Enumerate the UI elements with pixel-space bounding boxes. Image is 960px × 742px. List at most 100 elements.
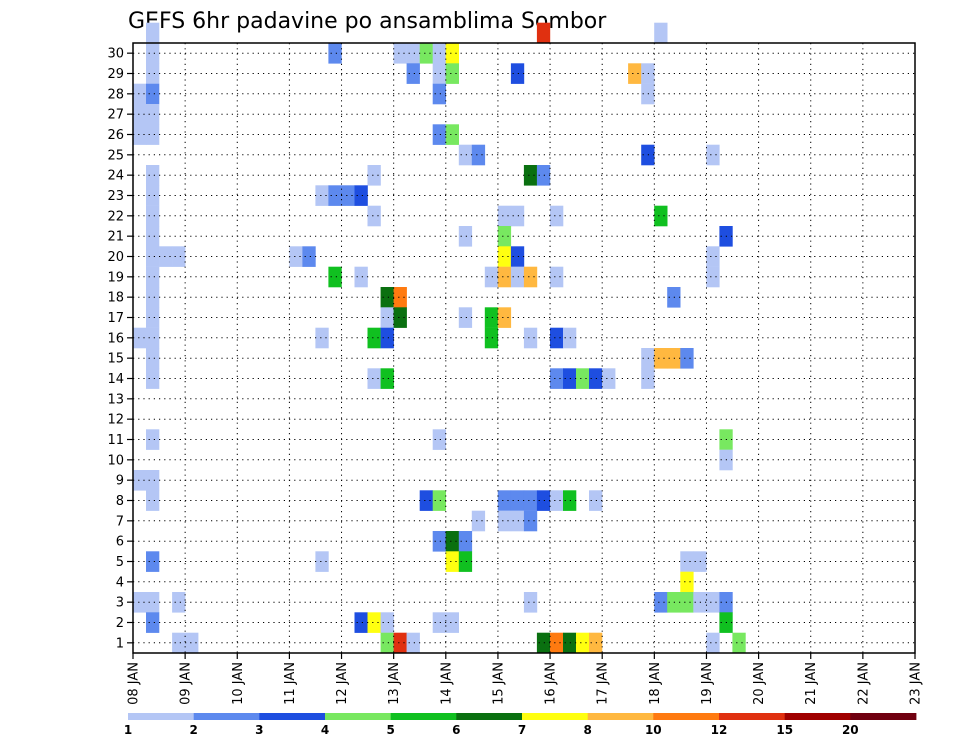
heatmap-cell [484, 266, 499, 288]
heatmap-cell [367, 612, 381, 633]
colorbar-swatch [850, 713, 917, 720]
heatmap-cell [550, 266, 564, 288]
heatmap-cell [563, 632, 577, 654]
y-tick-label: 11 [107, 433, 124, 448]
x-tick-label: 11 JAN [283, 662, 298, 705]
heatmap-cell [706, 592, 720, 613]
heatmap-cell [393, 287, 407, 308]
x-tick-label: 15 JAN [491, 662, 506, 705]
colorbar-swatch [193, 713, 260, 720]
heatmap-cell [497, 266, 512, 288]
heatmap-cell [484, 327, 499, 349]
colorbar-swatch [587, 713, 654, 720]
heatmap-cell [185, 632, 199, 654]
heatmap-cell [550, 368, 564, 389]
heatmap-cell [315, 327, 329, 349]
heatmap-cell [523, 327, 538, 349]
heatmap-cell [289, 246, 303, 267]
x-tick-label: 23 JAN [909, 662, 924, 705]
heatmap-cell [680, 551, 694, 572]
heatmap-cell [367, 165, 381, 186]
x-tick-label: 21 JAN [804, 662, 819, 705]
y-tick-label: 7 [116, 514, 124, 529]
heatmap-cell [302, 246, 316, 267]
heatmap-cell [706, 632, 720, 654]
heatmap-cell [380, 287, 394, 308]
colorbar-label: 7 [518, 723, 526, 737]
heatmap-cell [523, 165, 538, 186]
colorbar-label: 2 [190, 723, 198, 737]
heatmap-cell [510, 205, 525, 227]
colorbar-swatch [784, 713, 851, 720]
heatmap-cell [497, 205, 512, 227]
heatmap-cell [367, 368, 381, 389]
heatmap-cell [523, 266, 538, 288]
heatmap-cell [315, 185, 329, 206]
heatmap-cell [510, 490, 525, 511]
colorbar-swatch [719, 713, 786, 720]
heatmap-cell [146, 490, 160, 511]
y-axis-ticks: 1234567891011121314151617181920212223242… [107, 47, 133, 651]
heatmap-cell [432, 612, 446, 633]
heatmap-cell [354, 266, 368, 288]
heatmap-cell [393, 43, 407, 64]
heatmap-cell [146, 165, 160, 186]
heatmap-cell [133, 124, 147, 145]
y-tick-label: 30 [107, 47, 124, 62]
y-tick-label: 3 [116, 596, 124, 611]
heatmap-cell [654, 205, 668, 227]
heatmap-cell [497, 246, 512, 267]
y-tick-label: 22 [107, 209, 124, 224]
heatmap-cell [354, 612, 368, 633]
y-tick-label: 20 [107, 250, 124, 265]
y-tick-label: 27 [107, 108, 124, 123]
heatmap-cell [458, 307, 473, 328]
heatmap-cell [680, 571, 694, 593]
y-tick-label: 10 [107, 453, 124, 468]
colorbar-swatch [653, 713, 720, 720]
heatmap-cell [536, 165, 551, 186]
heatmap-cell [497, 307, 512, 328]
y-tick-label: 8 [116, 494, 124, 509]
heatmap-cell [393, 307, 407, 328]
y-tick-label: 23 [107, 189, 124, 204]
heatmap-cell [354, 185, 368, 206]
heatmap-cell [380, 632, 394, 654]
heatmap-cell [602, 368, 616, 389]
x-tick-label: 19 JAN [700, 662, 715, 705]
heatmap-cell [146, 246, 160, 267]
x-axis-ticks: 08 JAN 09 JAN 10 JAN 11 JAN 12 JAN 13 JAN 14 J… [127, 653, 924, 705]
x-tick-label: 22 JAN [856, 662, 871, 705]
heatmap-cell [589, 490, 603, 511]
chart-title: GEFS 6hr padavine po ansamblima Sombor [128, 9, 607, 34]
y-tick-label: 12 [107, 413, 124, 428]
heatmap-cell [172, 246, 186, 267]
heatmap-cell [432, 429, 446, 450]
heatmap-cell [159, 246, 173, 267]
heatmap-cell [680, 348, 694, 369]
heatmap-cell [589, 632, 603, 654]
heatmap-cell [563, 368, 577, 389]
colorbar-label: 10 [645, 723, 662, 737]
x-tick-label: 08 JAN [127, 662, 142, 705]
y-tick-label: 25 [107, 148, 124, 163]
heatmap-cell [706, 246, 720, 267]
colorbar-swatch [522, 713, 589, 720]
heatmap-cell [510, 266, 525, 288]
heatmap-cell [380, 368, 394, 389]
y-tick-label: 6 [116, 535, 124, 550]
heatmap-cell [550, 205, 564, 227]
heatmap-cell [419, 490, 433, 511]
heatmap-cell [406, 43, 420, 64]
heatmap-cell [146, 612, 160, 633]
y-tick-label: 28 [107, 87, 124, 102]
heatmap-cell [146, 429, 160, 450]
heatmap-cell [133, 470, 147, 491]
x-tick-label: 13 JAN [387, 662, 402, 705]
heatmap-cell [328, 185, 342, 206]
y-tick-label: 5 [116, 555, 124, 570]
heatmap-cell [380, 612, 394, 633]
heatmap-cell [146, 83, 160, 105]
colorbar-label: 1 [124, 723, 132, 737]
heatmap-cell [133, 327, 147, 349]
